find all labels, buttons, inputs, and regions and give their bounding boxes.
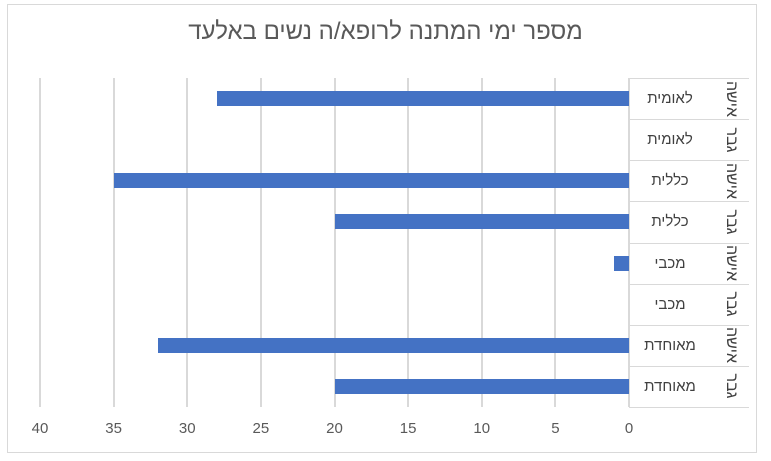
category-left-border bbox=[629, 283, 630, 325]
category-gender-cell: גבר bbox=[713, 119, 749, 160]
category-gender-label: אישה bbox=[723, 80, 740, 117]
category-gender-label: אישה bbox=[723, 244, 740, 282]
gridline bbox=[333, 78, 336, 407]
gridline bbox=[39, 78, 41, 407]
category-axis: לאומית אישה לאומית גבר כללית אישה כללית גבר מכבי… bbox=[629, 78, 749, 407]
category-separator bbox=[629, 160, 749, 162]
category-axis-bottom-line bbox=[629, 407, 749, 408]
category-separator bbox=[629, 78, 749, 79]
category-gender-cell: גבר bbox=[713, 366, 749, 407]
category-separator bbox=[629, 119, 749, 121]
category-separator bbox=[629, 365, 749, 367]
category-row: לאומית גבר bbox=[629, 119, 749, 161]
category-gender-cell: אישה bbox=[713, 160, 749, 201]
gridline bbox=[112, 78, 115, 407]
x-tick-label: 35 bbox=[105, 420, 122, 437]
category-separator bbox=[629, 324, 749, 326]
category-left-border bbox=[629, 201, 630, 243]
category-group-label: כללית bbox=[651, 172, 689, 190]
x-tick-label: 15 bbox=[399, 420, 417, 437]
category-gender-cell: אישה bbox=[713, 243, 749, 284]
category-row: מכבי אישה bbox=[629, 242, 749, 284]
category-row: כללית אישה bbox=[629, 160, 749, 202]
category-row: מאוחדת גבר bbox=[629, 365, 749, 407]
x-tick-label: 0 bbox=[624, 420, 634, 437]
category-gender-label: גבר bbox=[723, 373, 740, 399]
bar bbox=[334, 214, 629, 230]
category-row: מכבי גבר bbox=[629, 283, 749, 325]
category-left-border bbox=[629, 160, 630, 202]
category-gender-label: גבר bbox=[723, 291, 740, 317]
category-group-label: לאומית bbox=[647, 131, 693, 149]
gridline bbox=[480, 78, 483, 407]
category-group-label: לאומית bbox=[647, 90, 693, 107]
category-row: לאומית אישה bbox=[629, 78, 749, 119]
category-gender-label: אישה bbox=[723, 162, 740, 199]
category-left-border bbox=[629, 365, 630, 407]
category-left-border bbox=[629, 324, 630, 366]
gridline bbox=[407, 78, 410, 407]
category-gender-label: אישה bbox=[723, 327, 740, 364]
bar bbox=[216, 91, 629, 107]
gridline bbox=[259, 78, 262, 407]
bar bbox=[157, 337, 629, 353]
category-left-border bbox=[629, 242, 630, 284]
category-group-label: מכבי bbox=[654, 295, 686, 313]
bar bbox=[113, 173, 629, 189]
x-tick-label: 30 bbox=[178, 420, 196, 437]
chart-title: מספר ימי המתנה לרופא/ה נשים באלעד bbox=[188, 18, 583, 45]
category-left-border bbox=[629, 78, 630, 119]
x-tick-label: 5 bbox=[551, 420, 560, 437]
category-gender-cell: גבר bbox=[713, 201, 749, 242]
category-separator bbox=[629, 201, 749, 203]
x-tick-label: 10 bbox=[473, 420, 491, 437]
category-row: כללית גבר bbox=[629, 201, 749, 243]
category-gender-cell: אישה bbox=[713, 325, 749, 366]
category-gender-cell: אישה bbox=[713, 78, 749, 119]
x-tick-label: 25 bbox=[252, 420, 270, 437]
category-separator bbox=[629, 283, 749, 285]
x-tick-label: 40 bbox=[31, 420, 49, 437]
category-group-label: מאוחדת bbox=[644, 336, 696, 354]
category-gender-cell: גבר bbox=[713, 284, 749, 325]
bar bbox=[334, 378, 629, 394]
x-tick-label: 20 bbox=[326, 420, 343, 437]
category-left-border bbox=[629, 119, 630, 161]
category-group-label: מכבי bbox=[654, 254, 686, 272]
category-gender-label: גבר bbox=[723, 209, 740, 235]
category-gender-label: גבר bbox=[723, 127, 740, 153]
category-group-label: מאוחדת bbox=[644, 377, 696, 395]
category-separator bbox=[629, 242, 749, 244]
plot-area bbox=[39, 78, 630, 407]
category-row: מאוחדת אישה bbox=[629, 324, 749, 366]
gridline bbox=[554, 78, 557, 407]
gridline bbox=[186, 78, 189, 407]
category-group-label: כללית bbox=[651, 213, 689, 231]
bar bbox=[614, 255, 629, 271]
